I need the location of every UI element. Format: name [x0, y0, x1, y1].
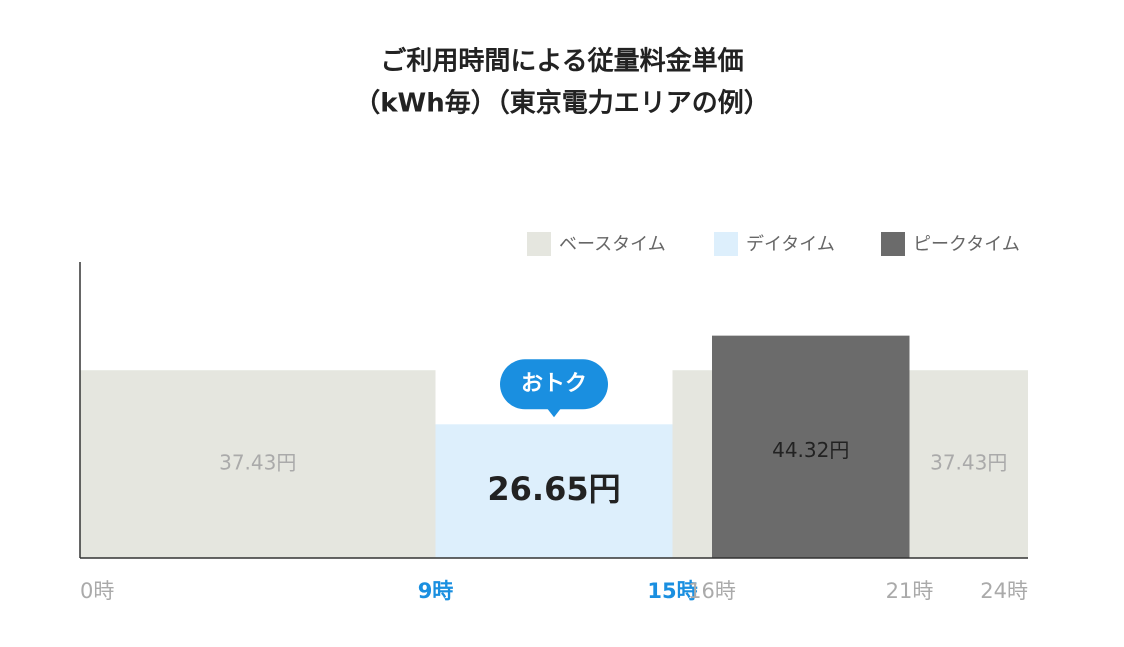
x-tick-label: 0時 [80, 579, 114, 603]
legend-label: ベースタイム [559, 234, 666, 255]
bar [80, 370, 436, 558]
x-tick-label: 21時 [886, 579, 934, 603]
chart-title: （kWh毎）（東京電力エリアの例） [354, 88, 769, 119]
x-tick-label: 9時 [418, 579, 454, 603]
callout-bubble [500, 359, 608, 410]
legend-swatch [881, 232, 905, 256]
chart-title: ご利用時間による従量料金単価 [380, 46, 743, 77]
value-label: 37.43円 [930, 451, 1007, 475]
value-label: 26.65円 [487, 470, 620, 508]
callout-pointer [547, 408, 561, 418]
legend-label: ピークタイム [913, 234, 1020, 255]
value-label: 44.32円 [772, 438, 849, 462]
x-tick-label: 15時 [647, 579, 697, 603]
legend-swatch [527, 232, 551, 256]
x-tick-label: 16時 [688, 579, 736, 603]
bar [712, 335, 910, 558]
legend-label: デイタイム [746, 234, 835, 255]
x-tick-label: 24時 [980, 579, 1028, 603]
callout-text: おトク [521, 371, 587, 396]
bar [435, 424, 673, 558]
value-label: 37.43円 [219, 451, 296, 475]
legend-swatch [714, 232, 738, 256]
